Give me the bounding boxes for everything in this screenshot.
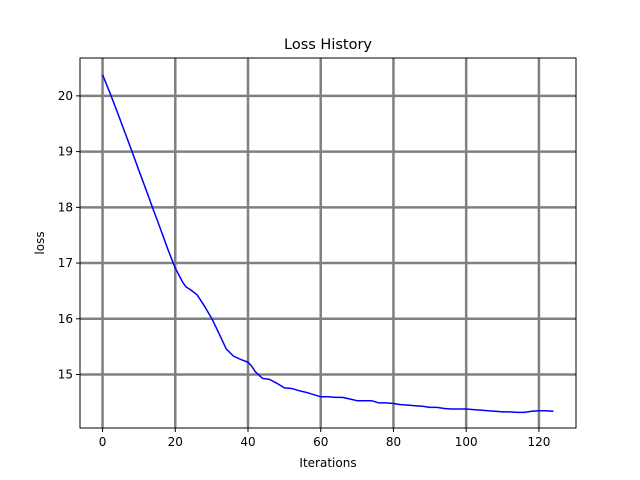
y-tick-label: 15 [58, 368, 73, 382]
y-axis-label: loss [33, 231, 47, 254]
x-tick-label: 100 [455, 435, 478, 449]
chart-title: Loss History [284, 37, 372, 53]
y-tick-label: 16 [58, 312, 73, 326]
x-tick-label: 20 [168, 435, 183, 449]
x-axis-label: Iterations [299, 456, 356, 470]
y-axis: 15 16 17 18 19 20 [58, 89, 80, 382]
x-axis: 0 20 40 60 80 100 120 [99, 428, 550, 449]
grid [80, 58, 576, 428]
x-tick-label: 120 [527, 435, 550, 449]
y-tick-label: 18 [58, 200, 73, 214]
plot-frame [79, 57, 577, 429]
series-layer [101, 74, 554, 414]
x-tick-label: 0 [99, 435, 107, 449]
x-tick-label: 40 [240, 435, 255, 449]
loss-series-line [101, 74, 554, 414]
y-tick-label: 20 [58, 89, 73, 103]
x-tick-label: 60 [313, 435, 328, 449]
x-tick-label: 80 [386, 435, 401, 449]
y-tick-label: 17 [58, 256, 73, 270]
y-tick-label: 19 [58, 145, 73, 159]
